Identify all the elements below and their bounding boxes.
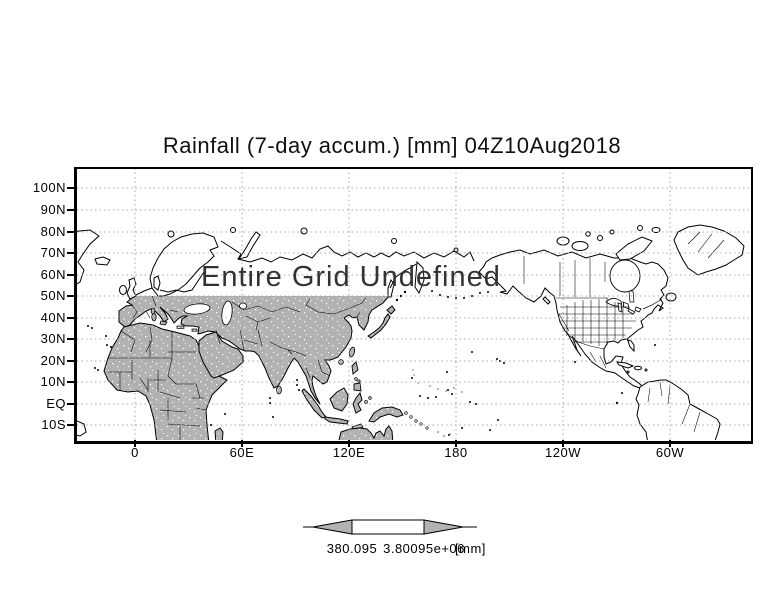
colorbar-min-label: 380.095 xyxy=(326,541,378,556)
x-axis-label-60e: 60E xyxy=(229,445,255,460)
x-axis-label-120w: 120W xyxy=(545,445,581,460)
x-axis-label-60w: 60W xyxy=(655,445,685,460)
colorbar-max-label: 3.80095e+06 xyxy=(383,541,465,556)
x-tick xyxy=(241,440,243,447)
island-specks-layer xyxy=(87,290,656,436)
x-axis-label-120e: 120E xyxy=(332,445,366,460)
x-tick xyxy=(348,440,350,447)
x-tick xyxy=(669,440,671,447)
gray-land-layer xyxy=(103,295,464,440)
x-tick xyxy=(562,440,564,447)
y-tick xyxy=(67,209,76,211)
y-axis-label-eq: EQ xyxy=(46,396,66,411)
y-axis-label-40n: 40N xyxy=(40,310,66,325)
y-tick xyxy=(67,317,76,319)
y-tick xyxy=(67,187,76,189)
colorbar-right-arrow xyxy=(423,519,464,535)
x-tick xyxy=(134,440,136,447)
colorbar-center-box xyxy=(351,519,425,535)
y-tick xyxy=(67,381,76,383)
inland-seas-layer xyxy=(183,300,247,326)
y-tick xyxy=(67,338,76,340)
y-axis-label-20n: 20N xyxy=(40,353,66,368)
y-axis-label-100n: 100N xyxy=(32,180,66,195)
world-map-svg xyxy=(77,168,750,440)
colorbar-icon xyxy=(303,519,477,535)
x-axis-label-0: 0 xyxy=(131,445,139,460)
colorbar-left-arrow xyxy=(312,519,353,535)
borders-layer xyxy=(108,256,701,440)
x-tick xyxy=(455,440,457,447)
y-axis-label-60n: 60N xyxy=(40,267,66,282)
y-axis-label-90n: 90N xyxy=(40,202,66,217)
y-tick xyxy=(67,252,76,254)
colorbar xyxy=(300,516,480,540)
y-axis-label-70n: 70N xyxy=(40,245,66,260)
y-tick xyxy=(67,295,76,297)
y-axis-label-50n: 50N xyxy=(40,288,66,303)
y-axis-label-80n: 80N xyxy=(40,224,66,239)
y-tick xyxy=(67,403,76,405)
plot-title: Rainfall (7-day accum.) [mm] 04Z10Aug201… xyxy=(162,133,622,158)
coastline-layer xyxy=(135,231,725,315)
x-axis-label-180: 180 xyxy=(444,445,468,460)
map-plot-area xyxy=(77,168,750,440)
y-tick xyxy=(67,424,76,426)
y-axis-label-30n: 30N xyxy=(40,331,66,346)
y-tick xyxy=(67,360,76,362)
y-tick xyxy=(67,274,76,276)
undefined-grid-annotation: Entire Grid Undefined xyxy=(201,261,501,293)
y-tick xyxy=(67,231,76,233)
colorbar-units-label: [mm] xyxy=(455,541,486,556)
y-axis-label-10n: 10N xyxy=(40,374,66,389)
graticule-layer xyxy=(77,168,750,440)
y-axis-label-10s: 10S xyxy=(41,417,66,432)
plot-frame xyxy=(74,167,753,444)
